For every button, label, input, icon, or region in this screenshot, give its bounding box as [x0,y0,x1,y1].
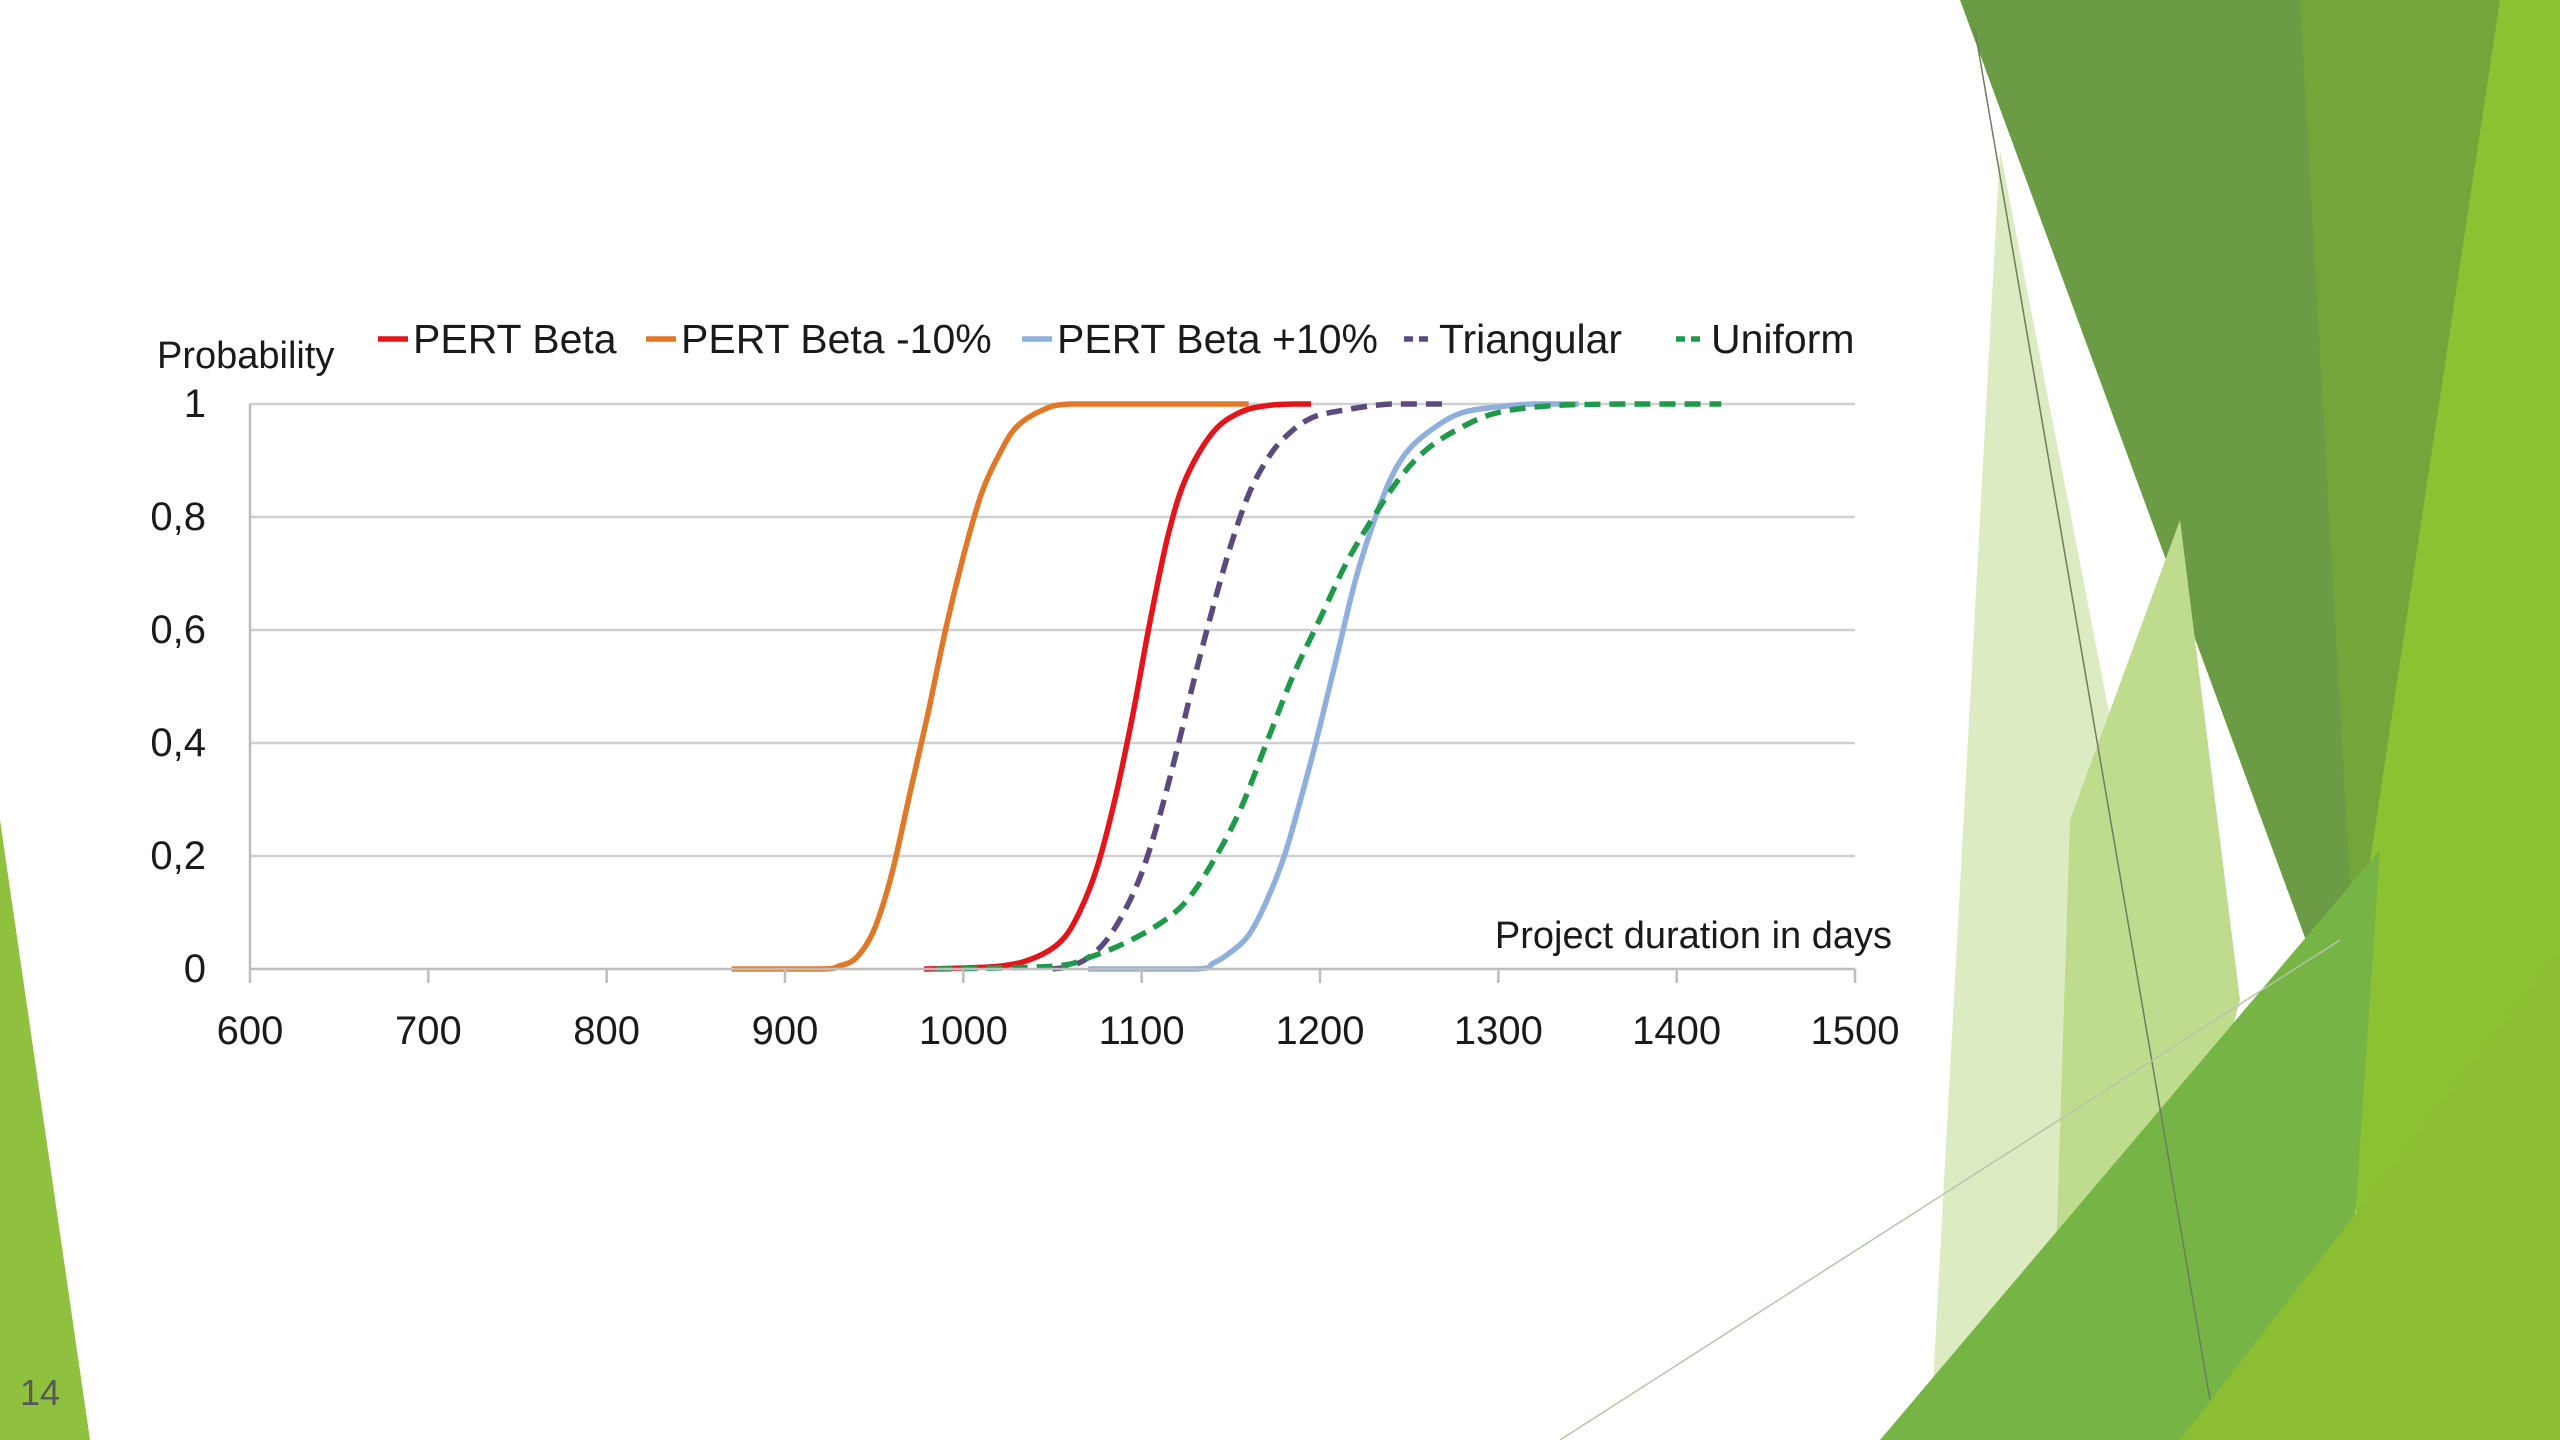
x-tick-label: 1500 [1811,1009,1900,1053]
series-layer [731,401,1722,972]
x-tick-label: 700 [395,1009,462,1053]
series-line-pert-beta-10 [1088,401,1579,972]
y-tick-label: 0,4 [150,721,206,765]
x-tick-label: 800 [573,1009,640,1053]
series-line-pert-beta-10 [731,401,1249,972]
legend-label-triangular: Triangular [1439,316,1622,362]
x-tick-label: 1400 [1632,1009,1721,1053]
x-axis-title: Project duration in days [1495,915,1892,957]
y-tick-label: 0,8 [150,495,206,539]
y-tick-label: 0,2 [150,834,206,878]
x-tick-label: 1100 [1099,1009,1185,1053]
deco-thin-line-2 [1559,939,2341,1440]
grid-layer [250,402,1855,858]
y-tick-label: 0,6 [150,608,206,652]
y-tick-label: 1 [184,382,206,426]
x-tick-label: 900 [752,1009,819,1053]
axis-layer: 0 0,2 0,4 0,6 0,8 1 600 700 800 900 1000 1100 1200 13… [150,382,1899,1053]
y-tick-label: 0 [184,947,206,991]
legend-label-pert-beta-10: PERT Beta -10% [681,316,992,362]
slide-number: 14 [20,1372,61,1413]
series-line-pert-beta [923,401,1312,972]
x-tick-label: 1200 [1276,1009,1365,1053]
bottom-green-panel [1880,850,2380,1440]
deco-thin-line-1 [1974,29,2211,1401]
legend-label-uniform: Uniform [1711,316,1855,362]
y-axis-title: Probability [157,335,334,377]
x-tick-label: 600 [217,1009,284,1053]
x-tick-label: 1300 [1454,1009,1543,1053]
right-olive-panel [2300,0,2500,1060]
legend-label-pert-beta: PERT Beta [413,316,617,362]
left-green-triangle [0,820,90,1440]
legend: PERT Beta PERT Beta -10% PERT Beta +10% Tri… [378,316,1855,362]
x-tick-label: 1000 [919,1009,1008,1053]
legend-label-pert-beta-10: PERT Beta +10% [1057,316,1378,362]
series-line-uniform [936,401,1722,972]
bottom-bright-panel [2180,950,2560,1440]
series-line-triangular [1052,401,1445,972]
